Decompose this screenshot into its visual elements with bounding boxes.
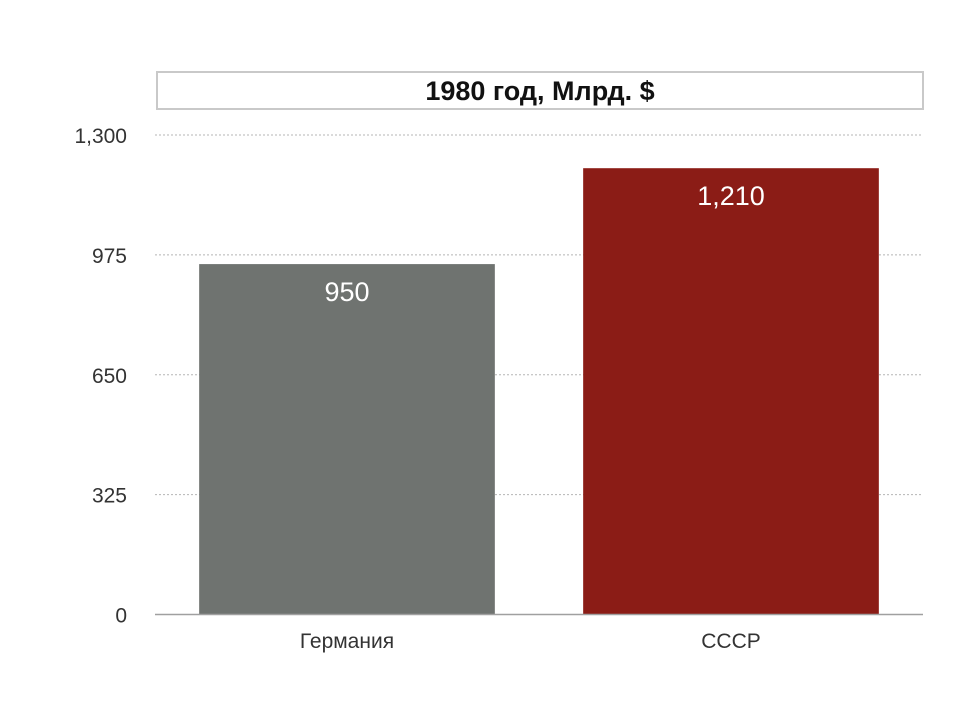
x-category-label: Германия — [300, 630, 394, 653]
bar — [199, 264, 495, 615]
bars — [199, 168, 879, 615]
x-axis-labels: Германия СССР — [300, 630, 761, 653]
bar-value-label: 950 — [324, 277, 369, 307]
y-tick-label: 975 — [92, 245, 127, 268]
y-tick-label: 650 — [92, 365, 127, 388]
y-tick-label: 0 — [115, 605, 127, 628]
bar-value-label: 1,210 — [697, 181, 765, 211]
chart-title: 1980 год, Млрд. $ — [425, 76, 654, 106]
chart-title-box — [156, 71, 924, 110]
data-labels: 950 1,210 — [324, 181, 764, 307]
x-category-label: СССР — [701, 630, 761, 653]
bar — [583, 168, 879, 615]
y-tick-label: 1,300 — [74, 125, 127, 148]
y-tick-label: 325 — [92, 485, 127, 508]
y-axis-ticks: 0 325 650 975 1,300 — [74, 125, 127, 628]
chart-title-group: 1980 год, Млрд. $ — [156, 71, 924, 110]
